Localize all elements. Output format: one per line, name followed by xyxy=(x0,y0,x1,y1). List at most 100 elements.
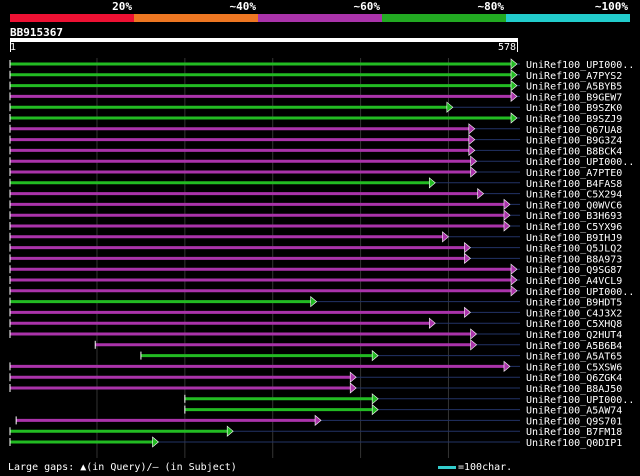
hit-row[interactable]: UniRef100_C5XSW6 xyxy=(9,360,622,373)
hit-row[interactable]: UniRef100_B7FM18 xyxy=(9,425,622,438)
hit-label[interactable]: UniRef100_UPI000.. xyxy=(526,60,634,71)
hit-row[interactable]: UniRef100_A7PTE0 xyxy=(9,166,622,179)
hit-row[interactable]: UniRef100_B3H693 xyxy=(9,209,622,222)
hit-label[interactable]: UniRef100_B7FM18 xyxy=(526,427,622,438)
hit-label[interactable]: UniRef100_UPI000.. xyxy=(526,157,634,168)
hit-arrow xyxy=(503,198,511,211)
hit-label[interactable]: UniRef100_A5BYB5 xyxy=(526,82,622,93)
hit-row[interactable]: UniRef100_UPI000.. xyxy=(184,393,635,406)
legend-segment xyxy=(134,14,258,22)
hit-label[interactable]: UniRef100_B8A973 xyxy=(526,254,622,265)
hit-arrow xyxy=(468,123,476,135)
hit-label[interactable]: UniRef100_B9IHJ9 xyxy=(526,233,622,244)
hit-row[interactable]: UniRef100_Q9S701 xyxy=(15,414,622,427)
hit-arrow xyxy=(510,69,518,81)
hit-arrow xyxy=(503,360,511,373)
hit-arrow xyxy=(464,241,471,254)
hit-label[interactable]: UniRef100_C5X294 xyxy=(526,190,622,201)
hit-label[interactable]: UniRef100_B9G3Z4 xyxy=(526,136,622,147)
hit-row[interactable]: UniRef100_C5XHQ8 xyxy=(9,317,622,330)
hit-arrow xyxy=(468,133,476,146)
hit-row[interactable]: UniRef100_Q0WVC6 xyxy=(9,198,622,211)
hit-arrow xyxy=(510,79,518,92)
hit-label[interactable]: UniRef100_C5XSW6 xyxy=(526,362,622,373)
hit-arrow xyxy=(510,112,518,124)
hit-label[interactable]: UniRef100_C5XHQ8 xyxy=(526,319,622,330)
hit-label[interactable]: UniRef100_A5AT65 xyxy=(526,352,622,363)
hit-label[interactable]: UniRef100_Q5JLQ2 xyxy=(526,244,622,255)
hit-label[interactable]: UniRef100_A5B6B4 xyxy=(526,341,622,352)
hit-row[interactable]: UniRef100_B8BCK4 xyxy=(9,144,622,157)
hit-arrow xyxy=(510,285,518,297)
hit-label[interactable]: UniRef100_A5AW74 xyxy=(526,406,622,417)
hit-row[interactable]: UniRef100_B4FAS8 xyxy=(9,177,622,190)
hit-arrow xyxy=(503,220,511,232)
query-end-label: 578 xyxy=(497,42,516,53)
hit-row[interactable]: UniRef100_C4J3X2 xyxy=(9,306,622,319)
hit-row[interactable]: UniRef100_Q2HUT4 xyxy=(9,328,622,341)
hit-row[interactable]: UniRef100_B9GEW7 xyxy=(9,90,622,103)
query-name: BB915367 xyxy=(10,26,63,39)
hit-arrow xyxy=(371,393,379,405)
hit-label[interactable]: UniRef100_A4VCL9 xyxy=(526,276,622,287)
hit-arrow xyxy=(428,177,436,189)
hit-row[interactable]: UniRef100_UPI000.. xyxy=(9,58,634,71)
hit-label[interactable]: UniRef100_Q6ZGK4 xyxy=(526,373,622,384)
hit-row[interactable]: UniRef100_B9SZJ9 xyxy=(9,112,622,125)
hit-label[interactable]: UniRef100_Q2HUT4 xyxy=(526,330,622,341)
hit-arrow xyxy=(470,339,478,351)
hit-row[interactable]: UniRef100_Q9SG87 xyxy=(9,263,622,276)
hit-row[interactable]: UniRef100_A5BYB5 xyxy=(9,79,622,93)
hit-row[interactable]: UniRef100_B9G3Z4 xyxy=(9,133,622,147)
hit-label[interactable]: UniRef100_Q67UA8 xyxy=(526,125,622,136)
hit-row[interactable]: UniRef100_Q5JLQ2 xyxy=(9,241,622,255)
hit-arrow xyxy=(510,274,518,286)
legend-segment xyxy=(506,14,630,22)
scale-label: =100char. xyxy=(458,462,513,473)
hit-row[interactable]: UniRef100_A5AW74 xyxy=(184,403,622,417)
hit-label[interactable]: UniRef100_B8BCK4 xyxy=(526,146,622,157)
hit-label[interactable]: UniRef100_B9GEW7 xyxy=(526,92,622,103)
hit-row[interactable]: UniRef100_Q6ZGK4 xyxy=(9,371,622,384)
hit-row[interactable]: UniRef100_A5B6B4 xyxy=(94,339,622,352)
hit-row[interactable]: UniRef100_UPI000.. xyxy=(9,155,634,168)
hit-label[interactable]: UniRef100_Q0WVC6 xyxy=(526,200,622,211)
scale-legend: =100char. xyxy=(438,462,512,473)
hit-label[interactable]: UniRef100_UPI000.. xyxy=(526,287,634,298)
hit-row[interactable]: UniRef100_A5AT65 xyxy=(140,349,622,363)
hit-label[interactable]: UniRef100_B9HDT5 xyxy=(526,298,622,309)
hit-label[interactable]: UniRef100_C5YX96 xyxy=(526,222,622,233)
legend-label: ~60% xyxy=(353,0,381,13)
hit-row[interactable]: UniRef100_Q67UA8 xyxy=(9,123,622,136)
hit-arrow xyxy=(349,371,357,383)
hit-row[interactable]: UniRef100_B8AJ50 xyxy=(9,382,622,395)
hit-label[interactable]: UniRef100_Q9SG87 xyxy=(526,265,622,276)
hit-row[interactable]: UniRef100_A7PYS2 xyxy=(9,69,622,82)
identity-legend: 20% ~40% ~60% ~80% ~100% xyxy=(10,0,630,24)
hit-row[interactable]: UniRef100_C5X294 xyxy=(9,187,622,201)
hit-label[interactable]: UniRef100_A7PTE0 xyxy=(526,168,622,179)
hit-row[interactable]: UniRef100_UPI000.. xyxy=(9,285,634,298)
hit-label[interactable]: UniRef100_A7PYS2 xyxy=(526,71,622,82)
hit-row[interactable]: UniRef100_B9HDT5 xyxy=(9,295,622,309)
legend-label: ~100% xyxy=(594,0,628,13)
hit-label[interactable]: UniRef100_UPI000.. xyxy=(526,395,634,406)
hit-label[interactable]: UniRef100_C4J3X2 xyxy=(526,308,622,319)
hit-row[interactable]: UniRef100_A4VCL9 xyxy=(9,274,622,287)
hit-arrow xyxy=(446,101,454,113)
hit-label[interactable]: UniRef100_B9SZJ9 xyxy=(526,114,622,125)
hit-row[interactable]: UniRef100_B9IHJ9 xyxy=(9,231,622,244)
hit-arrow xyxy=(503,209,511,221)
hit-label[interactable]: UniRef100_B3H693 xyxy=(526,211,622,222)
hit-label[interactable]: UniRef100_B8AJ50 xyxy=(526,384,622,395)
hit-label[interactable]: UniRef100_Q0DIP1 xyxy=(526,438,622,449)
hit-row[interactable]: UniRef100_B8A973 xyxy=(9,252,622,265)
hit-row[interactable]: UniRef100_Q0DIP1 xyxy=(9,436,622,449)
hit-row[interactable]: UniRef100_C5YX96 xyxy=(9,220,622,233)
hit-label[interactable]: UniRef100_B9SZK0 xyxy=(526,103,622,114)
large-gaps-note: Large gaps: ▲(in Query)/– (in Subject) xyxy=(8,462,237,473)
hit-label[interactable]: UniRef100_B4FAS8 xyxy=(526,179,622,190)
hit-label[interactable]: UniRef100_Q9S701 xyxy=(526,416,622,427)
hit-row[interactable]: UniRef100_B9SZK0 xyxy=(9,101,622,114)
hit-arrow xyxy=(152,436,159,448)
